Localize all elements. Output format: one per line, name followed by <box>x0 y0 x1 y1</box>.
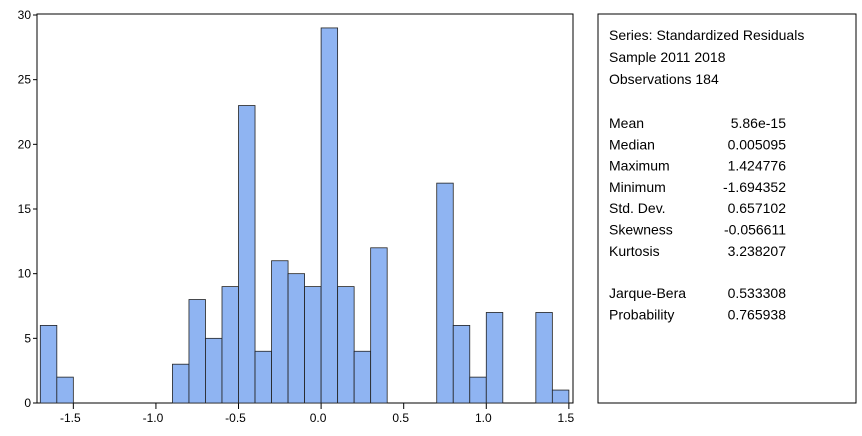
bar <box>371 248 388 403</box>
bar <box>321 28 338 403</box>
bar <box>172 364 189 403</box>
stat-label: Kurtosis <box>609 243 660 259</box>
x-tick-label: 0.0 <box>310 411 327 425</box>
stat-value: 3.238207 <box>728 243 787 259</box>
y-tick-label: 15 <box>18 202 32 216</box>
x-tick-label: 1.5 <box>558 411 575 425</box>
stat-label: Std. Dev. <box>609 200 666 216</box>
y-tick-label: 5 <box>24 331 31 345</box>
stat-value: 1.424776 <box>728 158 787 174</box>
bar <box>470 377 487 403</box>
bar <box>338 287 355 403</box>
bar <box>288 274 305 403</box>
stat-value: -0.056611 <box>724 222 786 238</box>
bar <box>189 300 206 403</box>
stat-label: Maximum <box>609 158 670 174</box>
stats-header: Observations 184 <box>609 71 719 87</box>
x-tick-label: -0.5 <box>225 411 246 425</box>
bar <box>437 183 454 403</box>
y-tick-label: 25 <box>18 73 32 87</box>
chart: 0 5 10 15 20 25 30 -1.5 -1.0 -0.5 0.0 0.5 1.0 1.5 Seri… <box>0 0 862 431</box>
test-value: 0.533308 <box>728 285 787 301</box>
stat-value: -1.694352 <box>723 179 786 195</box>
bar <box>272 261 289 403</box>
bar <box>57 377 74 403</box>
stats-header: Series: Standardized Residuals <box>609 27 804 43</box>
x-tick-label: 0.5 <box>392 411 409 425</box>
stat-label: Median <box>609 136 655 152</box>
stat-label: Skewness <box>609 222 673 238</box>
bar <box>239 106 256 403</box>
bar <box>453 325 470 403</box>
bar <box>205 338 222 403</box>
test-label: Probability <box>609 306 674 322</box>
bar <box>552 390 569 403</box>
stats-header: Sample 2011 2018 <box>609 49 726 65</box>
y-tick-label: 30 <box>18 8 32 22</box>
y-tick-label: 0 <box>24 396 31 410</box>
bar <box>222 287 239 403</box>
x-tick-label: -1.5 <box>60 411 81 425</box>
x-tick-label: -1.0 <box>143 411 164 425</box>
stat-value: 5.86e-15 <box>731 115 786 131</box>
bar <box>536 312 553 403</box>
x-tick-label: 1.0 <box>475 411 492 425</box>
bar <box>255 351 272 403</box>
bar <box>486 312 503 403</box>
bar <box>354 351 371 403</box>
test-label: Jarque-Bera <box>609 285 686 301</box>
page: {"chart_data": {"type": "histogram", "bi… <box>0 0 862 431</box>
stat-value: 0.005095 <box>728 136 787 152</box>
bar <box>305 287 322 403</box>
bar <box>40 325 57 403</box>
y-tick-label: 10 <box>18 267 32 281</box>
y-tick-label: 20 <box>18 137 32 151</box>
stat-label: Minimum <box>609 179 666 195</box>
test-value: 0.765938 <box>728 306 787 322</box>
stat-label: Mean <box>609 115 644 131</box>
stat-value: 0.657102 <box>728 200 787 216</box>
